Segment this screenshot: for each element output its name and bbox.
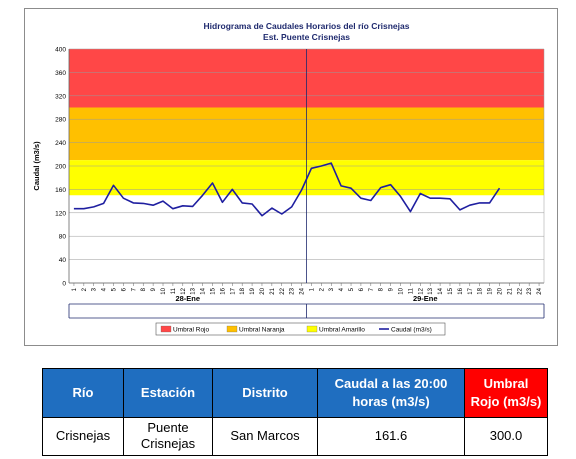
x-tick-label: 11 [408, 287, 414, 294]
x-tick-label: 19 [488, 287, 494, 294]
y-tick-label: 40 [59, 257, 67, 264]
x-tick-label: 11 [171, 287, 177, 294]
y-tick-label: 160 [55, 187, 66, 194]
x-tick-label: 24 [537, 287, 543, 294]
x-tick-label: 21 [270, 287, 276, 294]
chart-panel: Hidrograma de Caudales Horarios del río … [24, 8, 558, 346]
x-tick-label: 5 [349, 287, 355, 291]
x-tick-label: 3 [329, 287, 335, 291]
x-tick-label: 15 [448, 287, 454, 294]
legend-swatch-2 [306, 325, 318, 333]
x-tick-label: 7 [131, 287, 137, 291]
legend-swatch-1 [226, 325, 238, 333]
x-tick-label: 7 [369, 287, 375, 291]
y-tick-label: 120 [55, 210, 66, 217]
legend-label: Umbral Naranja [239, 327, 285, 334]
header-distrito: Distrito [212, 368, 318, 418]
x-tick-label: 24 [300, 287, 306, 294]
x-tick-label: 19 [250, 287, 256, 294]
x-tick-label: 3 [92, 287, 98, 291]
cell-rio: Crisnejas [42, 417, 124, 456]
x-tick-label: 6 [121, 287, 127, 291]
header-rio: Río [42, 368, 124, 418]
x-tick-label: 9 [151, 287, 157, 291]
y-axis-label: Caudal (m3/s) [32, 141, 41, 191]
y-tick-label: 240 [55, 140, 66, 147]
x-tick-label: 14 [438, 287, 444, 294]
y-tick-label: 360 [55, 70, 66, 77]
series-line-caudal [73, 162, 501, 217]
x-tick-label: 12 [418, 287, 424, 294]
cell-caudal: 161.6 [317, 417, 465, 456]
x-tick-label: 6 [359, 287, 365, 291]
x-tick-label: 10 [161, 287, 167, 294]
hydrograph-chart: Hidrograma de Caudales Horarios del río … [32, 21, 545, 336]
x-tick-label: 15 [210, 287, 216, 294]
cell-estacion: Puente Crisnejas [123, 417, 213, 456]
chart-title: Hidrograma de Caudales Horarios del río … [204, 21, 410, 31]
x-tick-label: 13 [191, 287, 197, 294]
legend-label: Umbral Rojo [173, 327, 210, 334]
x-tick-label: 5 [112, 287, 118, 291]
x-tick-label: 16 [220, 287, 226, 294]
x-tick-label: 17 [468, 287, 474, 294]
x-tick-label: 18 [240, 287, 246, 294]
cell-distrito: San Marcos [212, 417, 318, 456]
x-tick-label: 18 [478, 287, 484, 294]
y-tick-label: 0 [62, 281, 66, 288]
x-tick-label: 10 [399, 287, 405, 294]
y-tick-label: 280 [55, 117, 66, 124]
legend-swatch-0 [160, 325, 172, 333]
header-caudal: Caudal a las 20:00 horas (m3/s) [317, 368, 465, 418]
x-tick-label: 1 [72, 287, 78, 291]
x-tick-label: 1 [309, 287, 315, 291]
x-tick-label: 4 [102, 287, 108, 291]
cell-umbral-rojo: 300.0 [464, 417, 548, 456]
x-tick-label: 20 [497, 287, 503, 294]
y-tick-label: 400 [55, 47, 66, 54]
y-tick-label: 320 [55, 93, 66, 100]
legend-label: Caudal (m3/s) [391, 327, 432, 334]
x-tick-label: 23 [290, 287, 296, 294]
legend-label: Umbral Amarillo [319, 327, 365, 334]
x-tick-label: 22 [517, 287, 523, 294]
summary-table: Río Estación Distrito Caudal a las 20:00… [42, 368, 548, 456]
table-row: Crisnejas Puente Crisnejas San Marcos 16… [42, 417, 548, 456]
table-header-row: Río Estación Distrito Caudal a las 20:00… [42, 368, 548, 418]
x-tick-label: 8 [141, 287, 147, 291]
x-tick-label: 16 [458, 287, 464, 294]
day-label: 28-Ene [175, 294, 200, 303]
x-tick-label: 9 [389, 287, 395, 291]
y-tick-label: 200 [55, 164, 66, 171]
header-estacion: Estación [123, 368, 213, 418]
header-umbral-rojo: Umbral Rojo (m3/s) [464, 368, 548, 418]
day-label: 29-Ene [413, 294, 438, 303]
x-tick-label: 2 [319, 287, 325, 291]
x-tick-label: 13 [428, 287, 434, 294]
x-tick-label: 2 [82, 287, 88, 291]
x-tick-label: 12 [181, 287, 187, 294]
chart-subtitle: Est. Puente Crisnejas [263, 32, 350, 42]
x-tick-label: 4 [339, 287, 345, 291]
x-tick-label: 14 [201, 287, 207, 294]
y-tick-label: 80 [59, 234, 67, 241]
x-tick-label: 20 [260, 287, 266, 294]
x-tick-label: 23 [527, 287, 533, 294]
x-tick-label: 8 [379, 287, 385, 291]
x-tick-label: 17 [230, 287, 236, 294]
x-tick-label: 21 [507, 287, 513, 294]
x-tick-label: 22 [280, 287, 286, 294]
